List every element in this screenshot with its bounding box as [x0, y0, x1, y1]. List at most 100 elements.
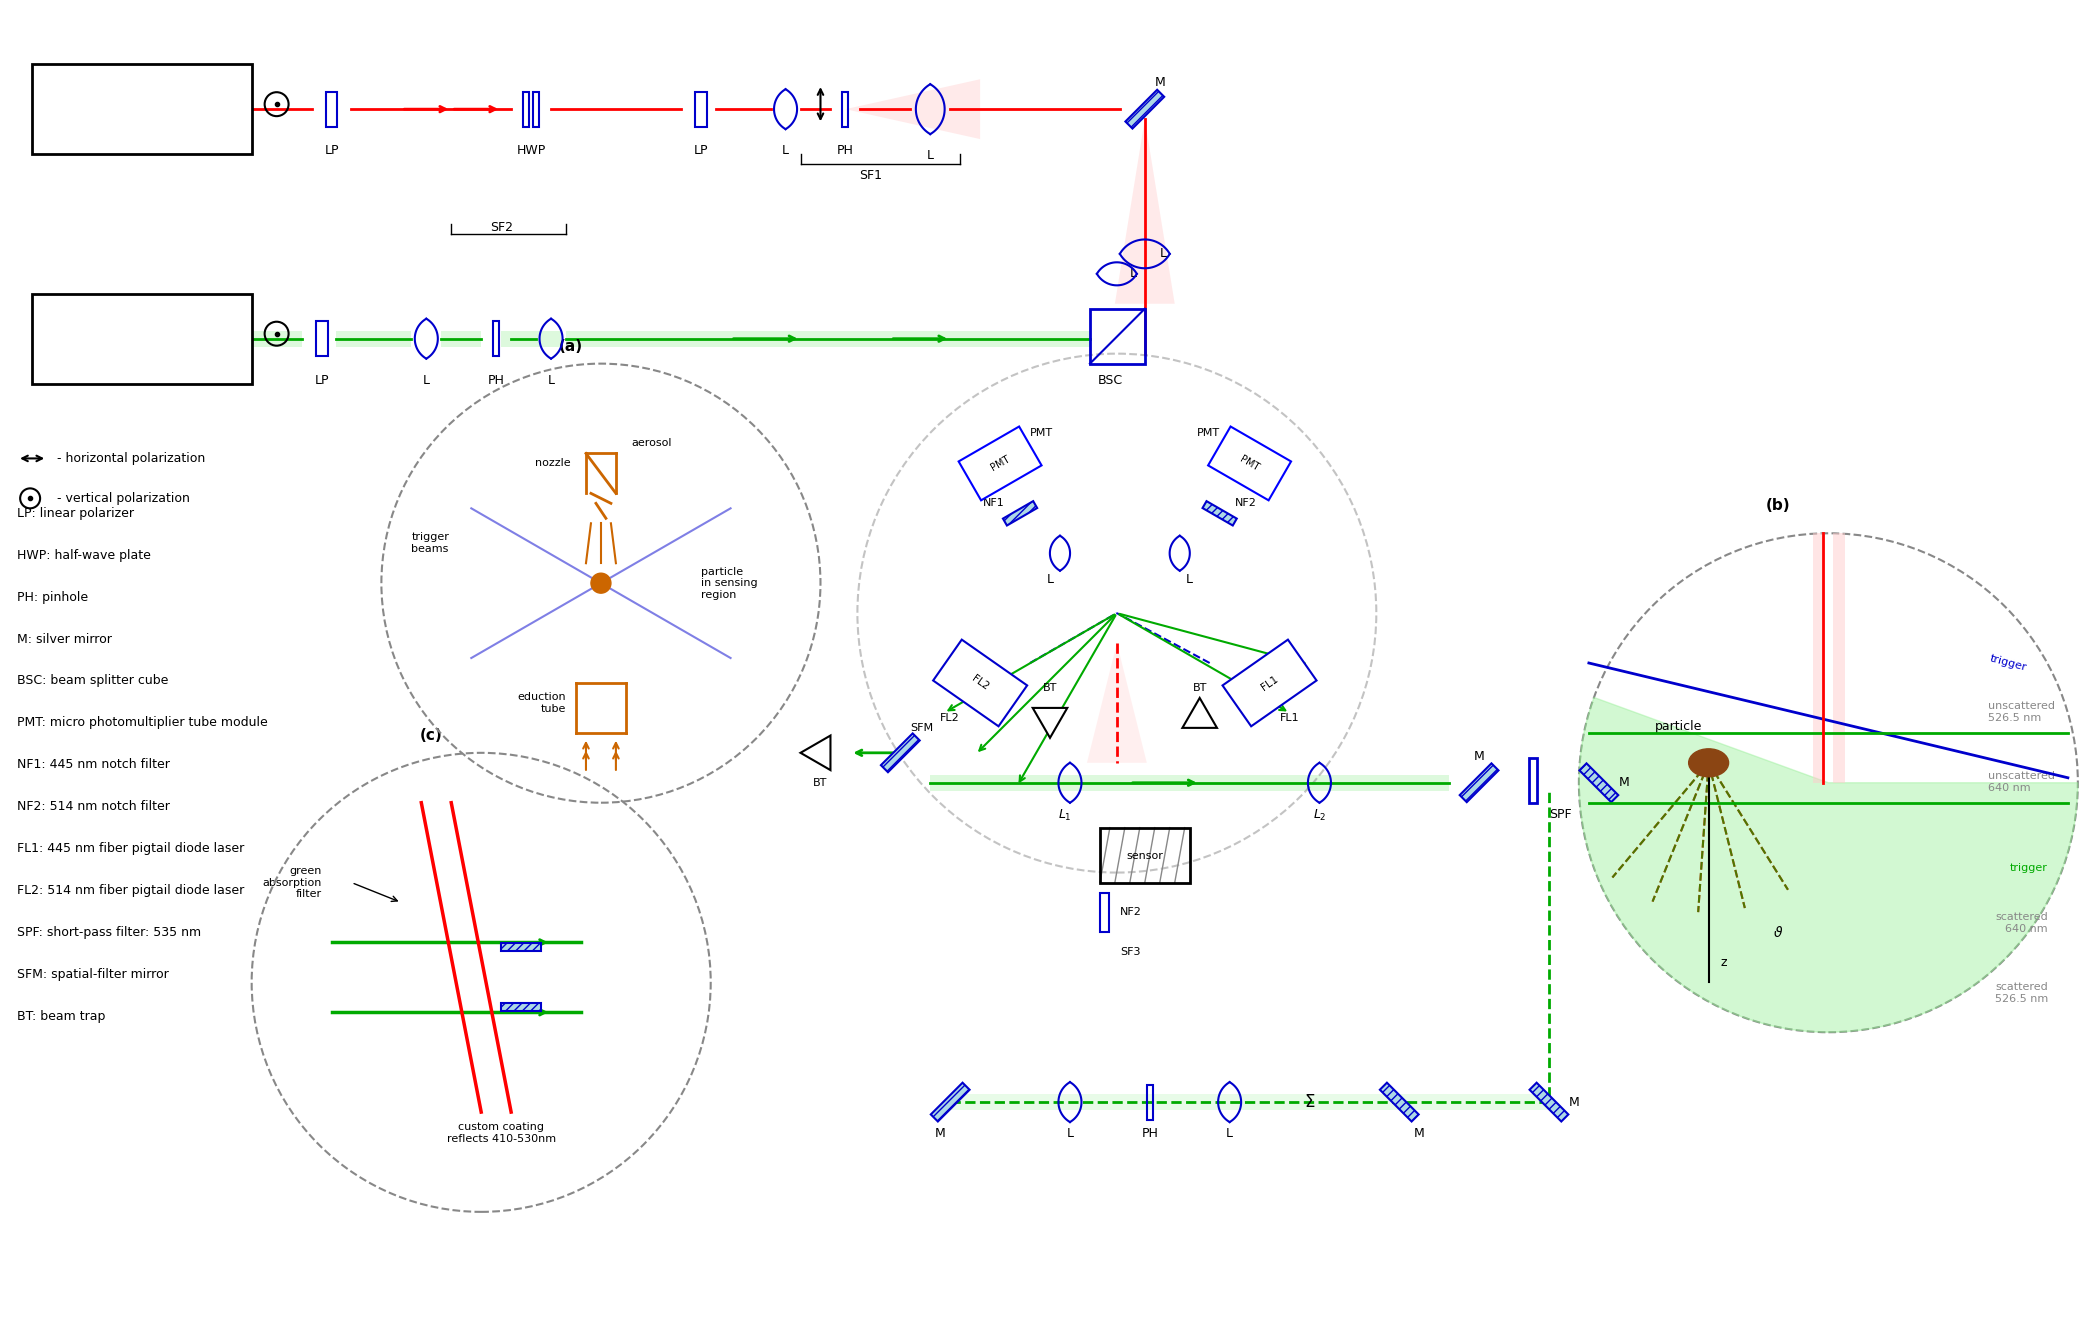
Polygon shape: [1115, 119, 1174, 304]
Text: $\vartheta$: $\vartheta$: [1772, 925, 1783, 940]
Text: BT: BT: [813, 777, 827, 788]
Text: LP: LP: [693, 144, 708, 157]
Text: L: L: [422, 373, 430, 387]
Text: BSC: beam splitter cube: BSC: beam splitter cube: [17, 674, 168, 688]
Bar: [441, 331, 481, 347]
Text: BSC: BSC: [1098, 373, 1121, 387]
Text: - vertical polarization: - vertical polarization: [57, 492, 189, 505]
Text: SF1: SF1: [859, 169, 882, 183]
Text: aerosol: aerosol: [630, 439, 672, 448]
Text: FL1: 445 nm fiber pigtail diode laser: FL1: 445 nm fiber pigtail diode laser: [17, 842, 244, 856]
Text: PH: PH: [487, 373, 504, 387]
Text: NF1: NF1: [983, 499, 1006, 508]
Text: (b): (b): [1766, 499, 1791, 513]
Bar: [315, 321, 328, 356]
Bar: [1380, 1082, 1420, 1121]
Text: $L_2$: $L_2$: [1312, 808, 1327, 822]
Text: eduction
tube: eduction tube: [517, 692, 567, 713]
Text: L: L: [1130, 268, 1136, 280]
Text: SPF: SPF: [1550, 808, 1571, 821]
Text: scattered
640 nm: scattered 640 nm: [1995, 913, 2048, 934]
Text: FL2: FL2: [970, 673, 991, 692]
Bar: [1004, 501, 1037, 525]
Text: M: M: [1413, 1126, 1424, 1140]
Text: $\Sigma$: $\Sigma$: [1304, 1093, 1315, 1112]
Text: M: M: [1474, 749, 1485, 762]
Bar: [252, 331, 302, 347]
Bar: [880, 733, 920, 772]
Text: FL1: FL1: [1260, 673, 1279, 692]
Text: NF2: NF2: [1235, 499, 1256, 508]
Polygon shape: [1579, 697, 2077, 1032]
Bar: [533, 92, 540, 127]
Text: unscattered
640 nm: unscattered 640 nm: [1989, 770, 2056, 793]
Text: L: L: [926, 149, 934, 163]
Bar: [1529, 757, 1537, 802]
Text: PMT: PMT: [989, 455, 1012, 473]
Polygon shape: [1088, 643, 1147, 762]
Text: LP: LP: [323, 144, 338, 157]
Text: PMT: micro photomultiplier tube module: PMT: micro photomultiplier tube module: [17, 716, 269, 729]
Text: SF2: SF2: [489, 221, 512, 233]
Text: PMT: PMT: [1197, 428, 1220, 439]
Text: SFM: SFM: [909, 722, 932, 733]
Circle shape: [1579, 533, 2077, 1032]
Bar: [930, 774, 1449, 790]
Text: SF3: SF3: [1119, 948, 1140, 957]
Text: z: z: [1720, 956, 1726, 969]
Bar: [842, 92, 848, 127]
Text: trigger
beams: trigger beams: [412, 532, 449, 555]
FancyBboxPatch shape: [958, 427, 1042, 500]
Bar: [336, 331, 412, 347]
Text: sensor: sensor: [1126, 850, 1163, 861]
Text: NF1: 445 nm notch filter: NF1: 445 nm notch filter: [17, 758, 170, 772]
Bar: [695, 92, 708, 127]
Text: unscattered
526.5 nm: unscattered 526.5 nm: [1989, 701, 2056, 722]
Text: L: L: [1226, 1126, 1233, 1140]
Text: FL1: FL1: [1279, 713, 1300, 722]
Text: M: M: [1619, 776, 1630, 789]
Text: M: M: [1155, 76, 1166, 89]
Text: L: L: [1186, 573, 1193, 587]
Polygon shape: [846, 79, 981, 139]
Bar: [32, 64, 252, 155]
Text: M: M: [1569, 1096, 1579, 1109]
Text: trigger: trigger: [1989, 653, 2029, 673]
Ellipse shape: [1688, 749, 1728, 777]
Text: - horizontal polarization: - horizontal polarization: [57, 452, 206, 465]
Bar: [1100, 893, 1109, 933]
Bar: [502, 1004, 542, 1012]
Text: particle: particle: [1655, 720, 1703, 733]
Text: FL2: FL2: [941, 713, 960, 722]
FancyBboxPatch shape: [1222, 640, 1317, 726]
Bar: [494, 321, 500, 356]
Text: Nd:YLF: Nd:YLF: [116, 321, 168, 336]
Bar: [502, 944, 542, 952]
Text: particle
in sensing
region: particle in sensing region: [701, 567, 758, 600]
Text: trigger: trigger: [2010, 862, 2047, 873]
FancyBboxPatch shape: [1208, 427, 1292, 500]
Text: green
absorption
filter: green absorption filter: [262, 866, 321, 900]
Text: diode laser: diode laser: [99, 92, 185, 107]
Text: (c): (c): [420, 728, 443, 742]
Bar: [502, 331, 561, 347]
Text: scattered
526.5 nm: scattered 526.5 nm: [1995, 982, 2048, 1004]
Bar: [930, 1082, 970, 1121]
Text: BT: beam trap: BT: beam trap: [17, 1010, 105, 1022]
Text: HWP: half-wave plate: HWP: half-wave plate: [17, 549, 151, 561]
Text: 640 nm: 640 nm: [113, 127, 170, 141]
Bar: [1147, 1085, 1153, 1120]
Text: M: silver mirror: M: silver mirror: [17, 633, 111, 645]
Bar: [326, 92, 338, 127]
Text: FL2: 514 nm fiber pigtail diode laser: FL2: 514 nm fiber pigtail diode laser: [17, 884, 244, 897]
Text: $L_1$: $L_1$: [1058, 808, 1071, 822]
Text: custom coating
reflects 410-530nm: custom coating reflects 410-530nm: [447, 1122, 556, 1144]
Text: PMT: PMT: [1029, 428, 1054, 439]
Bar: [1814, 533, 1825, 782]
Text: 526.5 nm: 526.5 nm: [105, 356, 178, 371]
Text: SPF: short-pass filter: 535 nm: SPF: short-pass filter: 535 nm: [17, 926, 202, 938]
Text: SFM: spatial-filter mirror: SFM: spatial-filter mirror: [17, 968, 168, 981]
Bar: [1090, 309, 1145, 364]
Text: BT: BT: [1044, 682, 1056, 693]
Text: PMT: PMT: [1239, 455, 1260, 473]
